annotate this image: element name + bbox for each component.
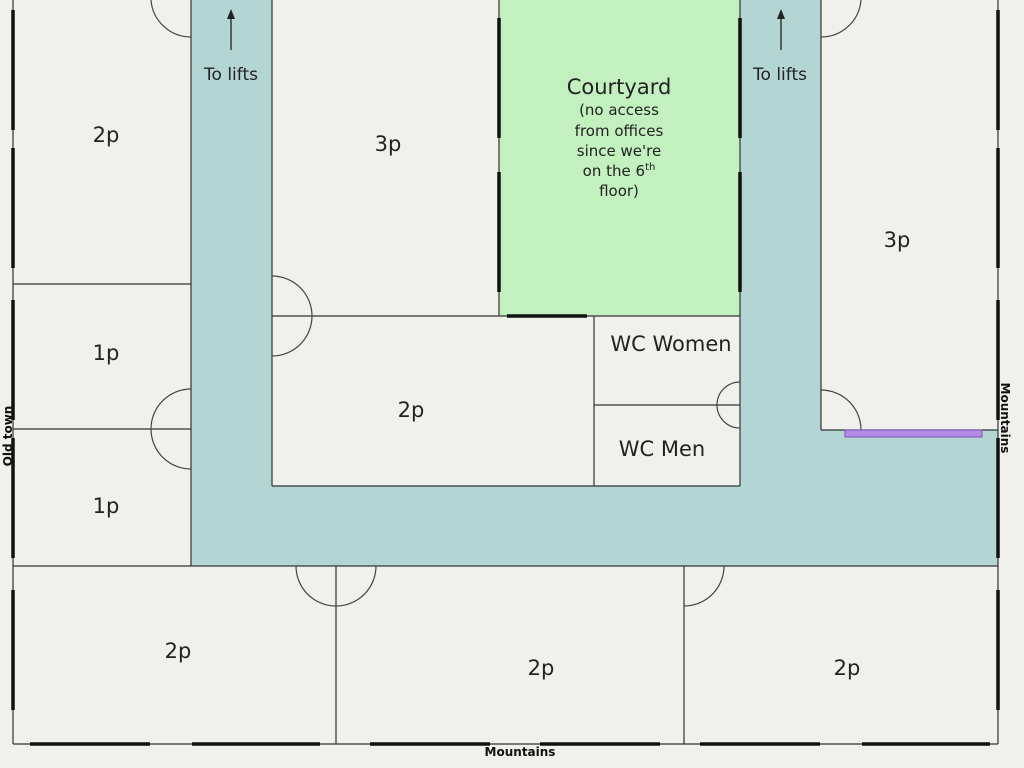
room-label-left-mid-lower: 1p — [93, 494, 120, 518]
room-label-bottom-right: 2p — [834, 656, 861, 680]
corridor-right — [740, 0, 821, 566]
room-label-wc-women: WC Women — [610, 332, 731, 356]
courtyard-note-line-3: since we're — [577, 142, 661, 160]
corridor-left — [191, 0, 272, 566]
room-label-left-top: 2p — [93, 123, 120, 147]
doors — [150, 0, 862, 607]
edge-label-bottom: Mountains — [485, 745, 556, 759]
room-label-right-top: 3p — [884, 228, 911, 252]
corridor-right-bay — [821, 430, 998, 486]
arrowhead-left-icon — [227, 9, 235, 19]
edge-label-left: Old town — [1, 406, 15, 467]
courtyard-note-line-2: from offices — [575, 122, 664, 140]
courtyard-area — [499, 0, 740, 316]
arrowhead-right-icon — [777, 9, 785, 19]
courtyard-note-line-5: floor) — [599, 182, 639, 200]
edge-label-right: Mountains — [998, 383, 1012, 454]
courtyard-note-line-4-prefix: on the 6 — [583, 162, 645, 180]
courtyard-title: Courtyard — [567, 75, 672, 99]
room-label-bottom-middle: 2p — [528, 656, 555, 680]
lift-arrows — [227, 9, 785, 50]
room-label-left-mid-upper: 1p — [93, 341, 120, 365]
courtyard-note-line-1: (no access — [579, 101, 659, 119]
room-label-wc-men: WC Men — [619, 437, 705, 461]
purple-bar — [844, 429, 983, 438]
corridor — [191, 0, 998, 566]
windows — [11, 10, 1000, 746]
room-label-bottom-left: 2p — [165, 639, 192, 663]
courtyard-note-line-4-sup: th — [645, 162, 655, 173]
corridor-bottom — [191, 486, 998, 566]
lift-label-left: To lifts — [203, 65, 258, 85]
room-label-center-middle: 2p — [398, 398, 425, 422]
courtyard-note-line-4: on the 6th — [583, 162, 656, 180]
lift-label-right: To lifts — [752, 65, 807, 85]
room-label-center-top: 3p — [375, 132, 402, 156]
